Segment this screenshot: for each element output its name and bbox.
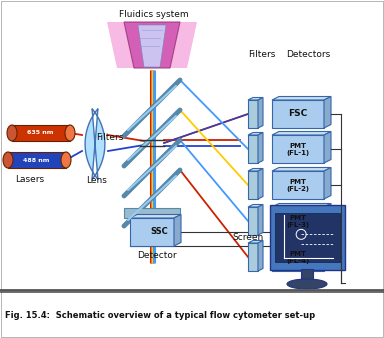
Polygon shape bbox=[124, 22, 180, 68]
Polygon shape bbox=[107, 22, 134, 68]
Text: Lasers: Lasers bbox=[15, 175, 45, 184]
Bar bbox=[272, 100, 324, 128]
Text: Detector: Detector bbox=[137, 251, 177, 260]
Text: Fluidics system: Fluidics system bbox=[119, 10, 189, 19]
Polygon shape bbox=[272, 97, 331, 100]
Bar bbox=[248, 171, 258, 199]
Ellipse shape bbox=[7, 125, 17, 141]
Text: FSC: FSC bbox=[288, 110, 308, 119]
Polygon shape bbox=[324, 97, 331, 128]
Text: PMT
(FL-4): PMT (FL-4) bbox=[286, 250, 310, 264]
Bar bbox=[301, 269, 313, 282]
Polygon shape bbox=[248, 97, 263, 100]
Bar bbox=[12, 125, 70, 141]
Bar bbox=[248, 207, 258, 235]
Ellipse shape bbox=[61, 152, 71, 168]
Polygon shape bbox=[248, 169, 263, 171]
Polygon shape bbox=[258, 204, 263, 235]
Ellipse shape bbox=[287, 279, 327, 289]
Polygon shape bbox=[258, 241, 263, 271]
Bar bbox=[248, 243, 258, 271]
Bar bbox=[272, 243, 324, 271]
Polygon shape bbox=[272, 131, 331, 135]
Polygon shape bbox=[174, 215, 181, 246]
Polygon shape bbox=[324, 203, 331, 235]
Text: Filters: Filters bbox=[96, 134, 124, 143]
Text: Filters: Filters bbox=[248, 50, 276, 59]
Bar bbox=[8, 152, 66, 168]
Polygon shape bbox=[258, 132, 263, 163]
Bar bbox=[248, 135, 258, 163]
Text: Screen: Screen bbox=[233, 234, 264, 242]
Polygon shape bbox=[248, 132, 263, 135]
Polygon shape bbox=[170, 22, 197, 68]
Polygon shape bbox=[324, 131, 331, 163]
Bar bbox=[272, 135, 324, 163]
Bar bbox=[270, 205, 345, 270]
Bar bbox=[272, 207, 324, 235]
Bar bbox=[124, 208, 180, 218]
Polygon shape bbox=[324, 240, 331, 271]
Bar bbox=[248, 100, 258, 128]
Bar bbox=[275, 213, 340, 262]
Ellipse shape bbox=[3, 152, 13, 168]
Text: Detectors: Detectors bbox=[286, 50, 330, 59]
Text: PMT
(FL-1): PMT (FL-1) bbox=[286, 143, 310, 155]
Polygon shape bbox=[258, 169, 263, 199]
Text: Lens: Lens bbox=[86, 176, 108, 185]
Text: Fig. 15.4:  Schematic overview of a typical flow cytometer set-up: Fig. 15.4: Schematic overview of a typic… bbox=[5, 312, 315, 320]
Polygon shape bbox=[258, 97, 263, 128]
Polygon shape bbox=[324, 168, 331, 199]
Text: PMT
(FL-3): PMT (FL-3) bbox=[286, 215, 310, 227]
Text: 488 nm: 488 nm bbox=[23, 158, 49, 163]
Text: 635 nm: 635 nm bbox=[27, 130, 53, 136]
Polygon shape bbox=[272, 240, 331, 243]
Text: SSC: SSC bbox=[150, 227, 168, 237]
Polygon shape bbox=[130, 215, 181, 218]
Polygon shape bbox=[85, 108, 105, 179]
Polygon shape bbox=[248, 241, 263, 243]
Polygon shape bbox=[272, 203, 331, 207]
Polygon shape bbox=[138, 25, 166, 67]
Ellipse shape bbox=[65, 125, 75, 141]
Text: PMT
(FL-2): PMT (FL-2) bbox=[286, 178, 310, 192]
Polygon shape bbox=[272, 168, 331, 171]
Polygon shape bbox=[248, 204, 263, 207]
Bar bbox=[130, 218, 174, 246]
Bar bbox=[272, 171, 324, 199]
